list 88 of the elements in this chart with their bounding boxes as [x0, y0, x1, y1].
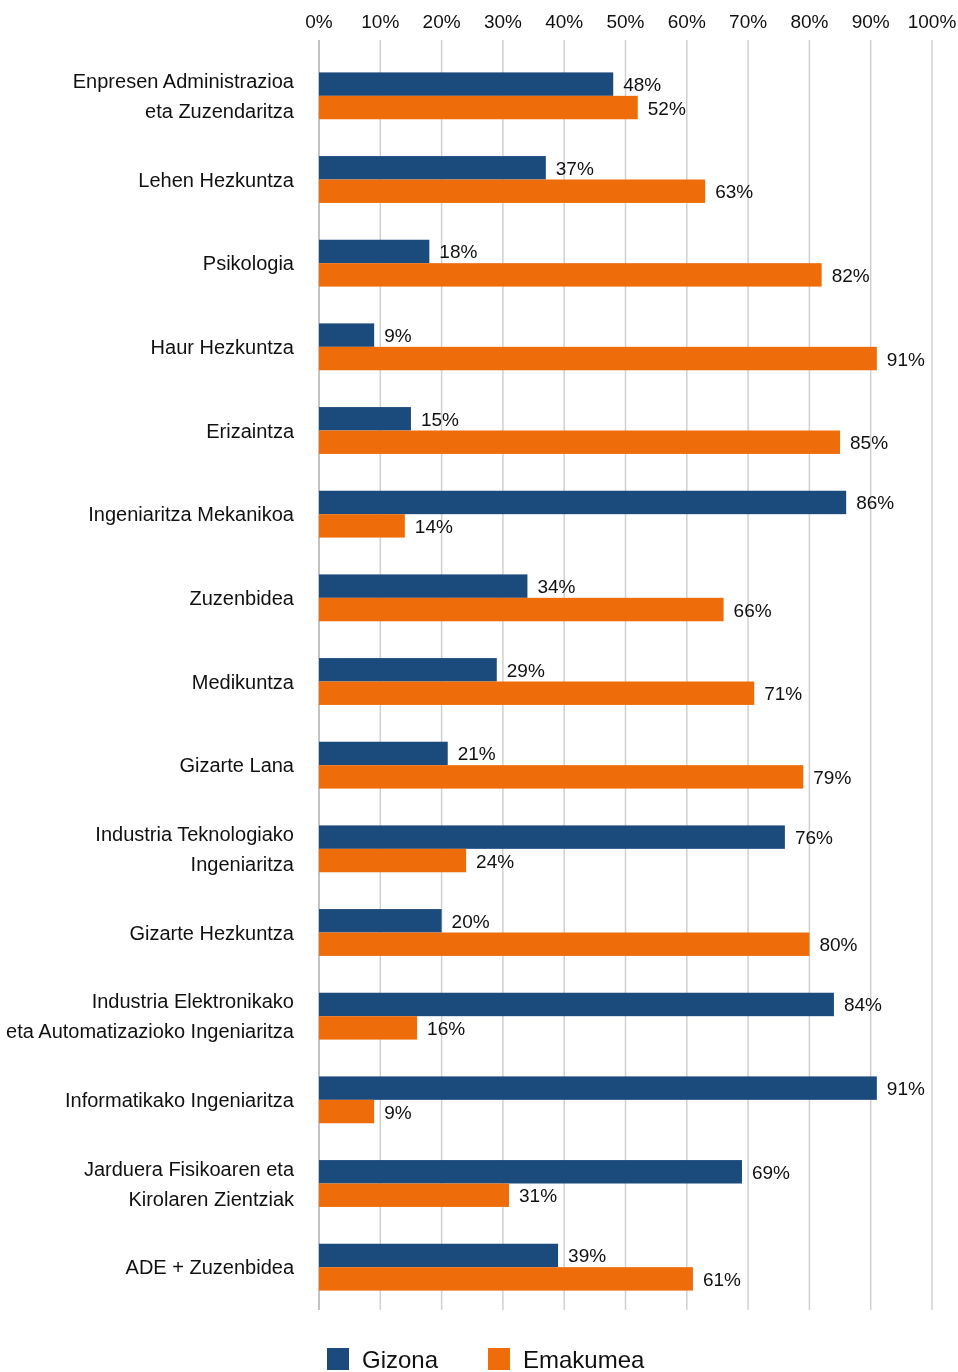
bar [319, 765, 804, 789]
data-label: 79% [813, 766, 852, 788]
data-label: 52% [647, 97, 686, 119]
bar [319, 597, 724, 622]
x-tick-label: 70% [729, 11, 768, 32]
bar [319, 323, 375, 347]
data-label: 86% [856, 492, 895, 514]
x-tick-label: 40% [545, 11, 584, 32]
data-label: 76% [794, 827, 834, 849]
x-tick-label: 30% [483, 11, 523, 32]
y-tick-label: Informatikako Ingeniaritza [64, 1088, 295, 1111]
x-tick-label: 20% [422, 11, 461, 32]
data-label: 69% [751, 1161, 791, 1183]
bar [319, 741, 448, 766]
data-label: 63% [715, 181, 754, 203]
data-label: 61% [702, 1268, 742, 1290]
y-tick-label: Lehen Hezkuntza [138, 168, 295, 191]
legend-label: Gizona [362, 1346, 439, 1372]
data-label: 9% [384, 1101, 412, 1123]
bar [319, 1016, 418, 1040]
data-label: 39% [568, 1245, 607, 1267]
data-label: 21% [457, 743, 496, 765]
data-label: 16% [427, 1017, 466, 1039]
y-tick-label: Erizaintza [206, 419, 295, 442]
data-label: 20% [451, 910, 490, 932]
bar [319, 825, 785, 849]
data-label: 24% [476, 850, 515, 872]
y-tick-label: Industria Elektronikako eta Automatizazioko Ingeniaritza [6, 990, 295, 1043]
bar [319, 1183, 510, 1207]
data-label: 31% [519, 1185, 558, 1207]
x-tick-label: 0% [305, 11, 333, 32]
bar [319, 1099, 375, 1124]
y-tick-label: Industria Teknologiako Ingeniaritza [95, 822, 295, 875]
data-label: 14% [414, 515, 453, 537]
x-tick-label: 90% [851, 11, 890, 32]
bar [319, 490, 847, 515]
bar [319, 992, 834, 1017]
bar [319, 1160, 742, 1184]
bar [319, 72, 614, 96]
bar [319, 1243, 559, 1268]
y-tick-label: Gizarte Lana [179, 754, 295, 777]
bar [319, 909, 442, 933]
bar [319, 681, 755, 705]
y-tick-label: Jarduera Fisikoaren eta Kirolaren Zientziak [83, 1157, 295, 1210]
data-label: 66% [733, 599, 772, 621]
data-label: 91% [886, 348, 925, 370]
bar [319, 179, 706, 203]
data-label: 71% [764, 683, 803, 705]
bar [319, 239, 430, 264]
bar [319, 346, 877, 371]
data-label: 91% [886, 1078, 925, 1100]
y-tick-label: ADE + Zuzenbidea [125, 1256, 295, 1279]
bar [319, 95, 638, 120]
data-label: 80% [819, 934, 858, 956]
data-label: 15% [420, 408, 460, 430]
data-label: 37% [555, 157, 594, 179]
data-label: 84% [843, 994, 883, 1016]
bar [319, 658, 497, 682]
bar [319, 848, 467, 873]
bar [319, 574, 528, 598]
y-tick-label: Psikologia [202, 252, 295, 275]
legend-label: Emakumea [523, 1346, 646, 1372]
data-label: 85% [850, 432, 889, 454]
x-tick-label: 10% [361, 11, 400, 32]
y-tick-label: Zuzenbidea [189, 586, 295, 609]
bar [319, 430, 841, 454]
bar [319, 156, 546, 180]
x-tick-label: 100% [907, 11, 957, 32]
data-label: 18% [439, 241, 478, 263]
x-tick-label: 80% [790, 11, 829, 32]
y-tick-label: Enpresen Administrazioa eta Zuzendaritza [72, 69, 295, 122]
data-label: 82% [831, 264, 870, 286]
data-label: 9% [384, 325, 412, 347]
x-tick-label: 50% [606, 11, 645, 32]
y-tick-label: Haur Hezkuntza [150, 335, 295, 358]
data-label: 34% [537, 576, 576, 598]
data-label: 48% [623, 74, 662, 96]
bar [319, 514, 405, 538]
bar [319, 263, 822, 287]
bar [319, 407, 411, 431]
x-tick-label: 60% [667, 11, 706, 32]
bar [319, 1267, 693, 1291]
y-tick-label: Gizarte Hezkuntza [129, 921, 295, 944]
data-label: 29% [506, 659, 545, 681]
bar [319, 932, 810, 956]
y-tick-label: Medikuntza [191, 670, 295, 693]
bar [319, 1076, 877, 1100]
y-tick-label: Ingeniaritza Mekanikoa [88, 503, 295, 526]
